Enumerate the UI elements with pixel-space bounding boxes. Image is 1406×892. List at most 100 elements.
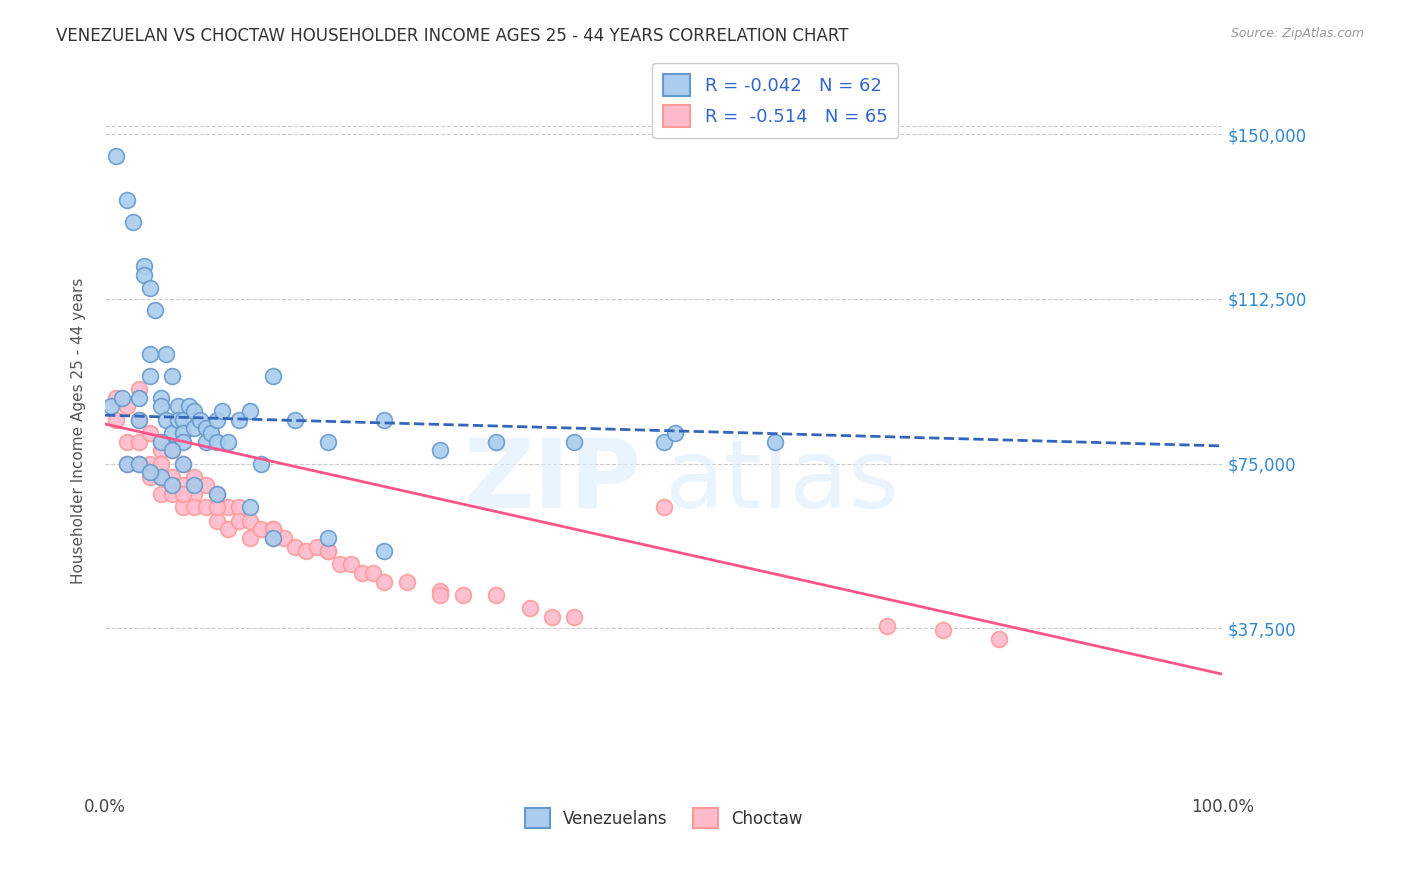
Point bbox=[295, 544, 318, 558]
Point bbox=[117, 434, 139, 449]
Point bbox=[143, 302, 166, 317]
Point bbox=[160, 469, 183, 483]
Point bbox=[194, 421, 217, 435]
Point bbox=[138, 347, 160, 361]
Point bbox=[329, 558, 352, 572]
Point bbox=[373, 574, 395, 589]
Point bbox=[128, 412, 150, 426]
Point bbox=[284, 540, 307, 554]
Point bbox=[172, 457, 194, 471]
Point bbox=[205, 434, 228, 449]
Point bbox=[149, 457, 172, 471]
Point bbox=[160, 443, 183, 458]
Point bbox=[273, 531, 295, 545]
Point bbox=[138, 469, 160, 483]
Point bbox=[138, 281, 160, 295]
Point bbox=[128, 412, 150, 426]
Point bbox=[160, 443, 183, 458]
Point bbox=[183, 478, 205, 492]
Point bbox=[117, 193, 139, 207]
Point bbox=[172, 500, 194, 515]
Point bbox=[138, 368, 160, 383]
Point bbox=[183, 469, 205, 483]
Point bbox=[172, 425, 194, 440]
Point bbox=[138, 425, 160, 440]
Point bbox=[485, 434, 508, 449]
Point bbox=[117, 457, 139, 471]
Point bbox=[194, 500, 217, 515]
Point bbox=[105, 149, 128, 163]
Point bbox=[172, 434, 194, 449]
Legend: Venezuelans, Choctaw: Venezuelans, Choctaw bbox=[519, 801, 810, 835]
Point bbox=[166, 412, 188, 426]
Point bbox=[664, 425, 686, 440]
Point bbox=[211, 404, 233, 418]
Y-axis label: Householder Income Ages 25 - 44 years: Householder Income Ages 25 - 44 years bbox=[72, 277, 86, 583]
Point bbox=[876, 619, 898, 633]
Point bbox=[155, 412, 177, 426]
Point bbox=[262, 531, 284, 545]
Point bbox=[100, 400, 122, 414]
Point bbox=[250, 522, 273, 536]
Point bbox=[149, 434, 172, 449]
Point bbox=[132, 268, 155, 282]
Point bbox=[205, 514, 228, 528]
Point bbox=[138, 465, 160, 479]
Point bbox=[172, 487, 194, 501]
Point bbox=[172, 412, 194, 426]
Point bbox=[765, 434, 787, 449]
Point bbox=[239, 404, 262, 418]
Point bbox=[183, 500, 205, 515]
Point bbox=[149, 487, 172, 501]
Point bbox=[172, 478, 194, 492]
Point bbox=[132, 259, 155, 273]
Point bbox=[105, 391, 128, 405]
Point bbox=[155, 347, 177, 361]
Text: Source: ZipAtlas.com: Source: ZipAtlas.com bbox=[1230, 27, 1364, 40]
Point bbox=[228, 412, 250, 426]
Point bbox=[451, 588, 474, 602]
Point bbox=[485, 588, 508, 602]
Point bbox=[932, 624, 955, 638]
Point bbox=[194, 478, 217, 492]
Point bbox=[429, 588, 451, 602]
Point bbox=[239, 531, 262, 545]
Point bbox=[250, 457, 273, 471]
Point bbox=[239, 500, 262, 515]
Point bbox=[350, 566, 373, 581]
Point bbox=[340, 558, 363, 572]
Point bbox=[128, 457, 150, 471]
Point bbox=[200, 425, 222, 440]
Point bbox=[122, 215, 145, 229]
Point bbox=[149, 400, 172, 414]
Point bbox=[138, 457, 160, 471]
Point bbox=[149, 434, 172, 449]
Point bbox=[183, 421, 205, 435]
Point bbox=[262, 522, 284, 536]
Point bbox=[239, 514, 262, 528]
Point bbox=[519, 601, 541, 615]
Point bbox=[318, 544, 340, 558]
Point bbox=[160, 478, 183, 492]
Point bbox=[284, 412, 307, 426]
Point bbox=[149, 443, 172, 458]
Point bbox=[172, 457, 194, 471]
Point bbox=[117, 400, 139, 414]
Point bbox=[194, 434, 217, 449]
Point bbox=[228, 514, 250, 528]
Point bbox=[160, 487, 183, 501]
Point bbox=[562, 610, 585, 624]
Point bbox=[205, 487, 228, 501]
Point bbox=[128, 434, 150, 449]
Point bbox=[117, 457, 139, 471]
Point bbox=[318, 434, 340, 449]
Point bbox=[183, 404, 205, 418]
Point bbox=[262, 368, 284, 383]
Text: atlas: atlas bbox=[664, 434, 898, 528]
Point bbox=[177, 400, 200, 414]
Point bbox=[217, 500, 239, 515]
Point bbox=[373, 412, 395, 426]
Point bbox=[128, 391, 150, 405]
Text: VENEZUELAN VS CHOCTAW HOUSEHOLDER INCOME AGES 25 - 44 YEARS CORRELATION CHART: VENEZUELAN VS CHOCTAW HOUSEHOLDER INCOME… bbox=[56, 27, 849, 45]
Point bbox=[562, 434, 585, 449]
